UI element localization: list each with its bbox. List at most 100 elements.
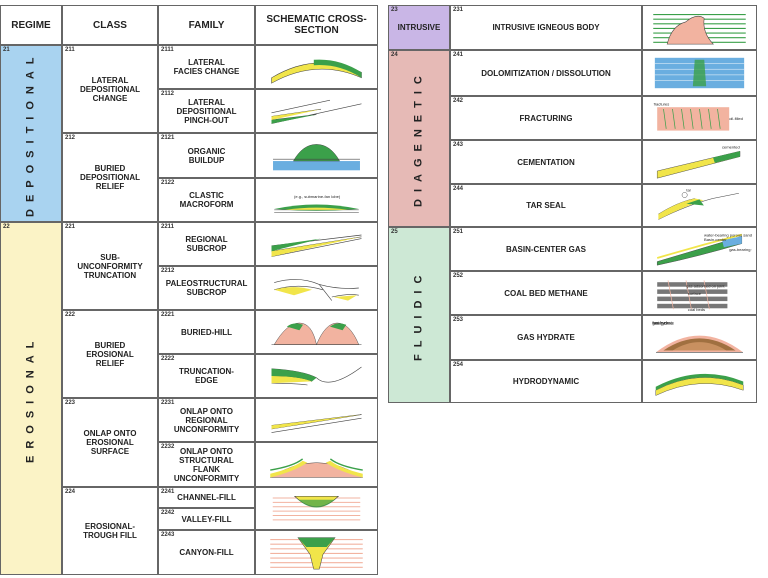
code: 2121 (161, 135, 175, 141)
schematic: gas adsorbed on joint surface coal beds (657, 280, 728, 311)
schematic-note: tar (686, 188, 691, 193)
family-cell: 2121 ORGANIC BUILDUP (158, 133, 255, 178)
code: 2232 (161, 444, 175, 450)
class-cell: 211 LATERAL DEPOSITIONAL CHANGE (62, 45, 158, 133)
family-cell: 2243 CANYON-FILL (158, 530, 255, 575)
header-cell: SCHEMATIC CROSS-SECTION (255, 5, 378, 45)
schematic (272, 495, 361, 521)
schematic (273, 144, 360, 171)
schematic: oil-filled fractures (654, 101, 743, 131)
family-cell: 2242 VALLEY-FILL (158, 508, 255, 530)
schematic-cell (642, 184, 757, 227)
code: 2241 (161, 489, 175, 495)
label: GAS HYDRATE (517, 333, 575, 342)
family-cell: 2222 TRUNCATION-EDGE (158, 354, 255, 398)
label: TAR SEAL (526, 201, 566, 210)
code: 2111 (161, 47, 174, 53)
label: SUB-UNCONFORMITY TRUNCATION (77, 252, 143, 280)
family-cell: 2111 LATERAL FACIES CHANGE (158, 45, 255, 89)
header: REGIME (11, 19, 51, 31)
code: 221 (65, 224, 76, 230)
code: 211 (65, 47, 75, 53)
label: LATERAL FACIES CHANGE (173, 58, 240, 76)
label: INTRUSIVE IGNEOUS BODY (492, 23, 600, 32)
code: 2222 (161, 356, 175, 362)
code: 2231 (161, 400, 175, 406)
schematic-note: gas hydrate (652, 321, 674, 326)
schematic-note: gas-bearing tight sand (729, 247, 752, 252)
regime-cell: 25 FLUIDIC (388, 227, 450, 403)
schematic: water-bearing porous sandBasin-centergas… (656, 232, 752, 266)
regime-cell: 24 DIAGENETIC (388, 50, 450, 227)
family-cell: 2212 PALEOSTRUCTURAL SUBCROP (158, 266, 255, 310)
code: 254 (453, 362, 464, 368)
code: 2122 (161, 180, 175, 186)
class-cell: 223 ONLAP ONTO EROSIONAL SURFACE (62, 398, 158, 487)
label: DIAGENETIC (412, 69, 425, 208)
header: SCHEMATIC CROSS-SECTION (266, 14, 367, 36)
label: LATERAL DEPOSITIONAL CHANGE (79, 75, 140, 103)
schematic-cell (255, 178, 378, 222)
code: 2212 (161, 268, 175, 274)
label: EROSIONAL (24, 334, 37, 463)
schematic (271, 322, 362, 346)
family-cell: 2241 CHANNEL-FILL (158, 487, 255, 508)
code: 22 (3, 224, 10, 230)
header: FAMILY (188, 19, 225, 31)
class-cell: 251 BASIN-CENTER GAS (450, 227, 642, 271)
code: 21 (3, 47, 10, 53)
label: FLUIDIC (412, 268, 425, 362)
header: CLASS (93, 19, 127, 31)
code: 243 (453, 142, 464, 148)
schematic (269, 458, 364, 478)
schematic (271, 234, 362, 257)
code: 2221 (161, 312, 175, 318)
class-cell: 221 SUB-UNCONFORMITY TRUNCATION (62, 222, 158, 310)
schematic: tar (658, 188, 739, 220)
schematic (271, 366, 362, 386)
class-cell: 224 EROSIONAL-TROUGH FILL (62, 487, 158, 575)
schematic-note: Basin-center (704, 237, 727, 242)
code: 24 (391, 52, 398, 58)
schematic-note: surface (688, 291, 702, 296)
schematic (653, 13, 746, 45)
class-cell: 231 INTRUSIVE IGNEOUS BODY (450, 5, 642, 50)
header-cell: FAMILY (158, 5, 255, 45)
schematic-note: water zone (652, 321, 673, 326)
code: 2112 (161, 91, 175, 97)
schematic (655, 373, 744, 396)
regime-cell: 21 DEPOSITIONAL (0, 45, 62, 222)
code: 224 (65, 489, 76, 495)
schematic-note: gas adsorbed on joint (686, 284, 725, 289)
schematic (271, 99, 362, 124)
code: 2243 (161, 532, 175, 538)
code: 2242 (161, 510, 175, 516)
schematic (271, 414, 362, 433)
schematic-note: coal beds (688, 307, 705, 311)
class-cell: 252 COAL BED METHANE (450, 271, 642, 315)
label: DEPOSITIONAL (24, 50, 37, 217)
schematic-note: fractures (654, 101, 670, 106)
label: LATERAL DEPOSITIONAL PINCH-OUT (176, 97, 237, 125)
label: ONLAP ONTO REGIONAL UNCONFORMITY (173, 406, 240, 434)
schematic-note: oil-filled (729, 116, 743, 121)
label: ONLAP ONTO EROSIONAL SURFACE (83, 429, 137, 456)
family-cell: 2221 BURIED-HILL (158, 310, 255, 354)
code: 223 (65, 400, 76, 406)
regime-cell: 22 EROSIONAL (0, 222, 62, 575)
schematic (274, 279, 359, 301)
label: PALEOSTRUCTURAL SUBCROP (165, 279, 248, 297)
code: 242 (453, 98, 464, 104)
label: CLASTIC MACROFORM (179, 191, 234, 209)
label: HYDRODYNAMIC (512, 377, 580, 386)
label: INTRUSIVE (397, 23, 441, 32)
schematic-note: cemented (722, 145, 740, 150)
code: 25 (391, 229, 398, 235)
label: CEMENTATION (517, 157, 575, 167)
class-cell: 244 TAR SEAL (450, 184, 642, 227)
label: BURIED DEPOSITIONAL RELIEF (79, 164, 140, 191)
code: 251 (453, 229, 464, 235)
label: REGIONAL SUBCROP (185, 235, 228, 253)
schematic-note: (e.g., submarine-fan lobe) (294, 194, 341, 199)
